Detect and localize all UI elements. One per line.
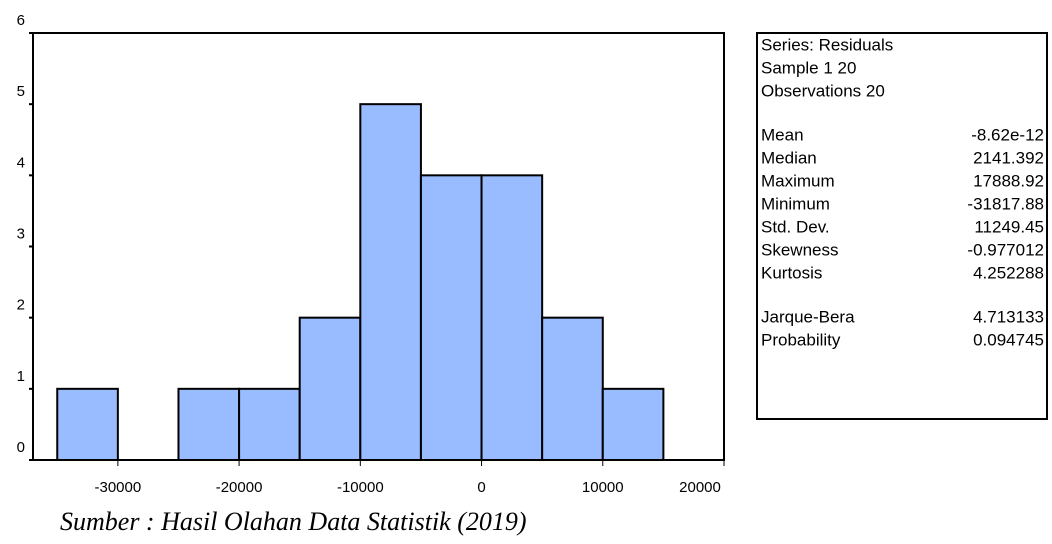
x-tick-label: -30000 bbox=[95, 479, 142, 496]
stat-label: Median bbox=[761, 148, 817, 167]
x-tick-label: -20000 bbox=[216, 479, 263, 496]
bar bbox=[359, 103, 422, 462]
caption: Sumber : Hasil Olahan Data Statistik (20… bbox=[60, 507, 527, 536]
y-tick-label: 0 bbox=[17, 439, 25, 456]
stats-header: Sample 1 20 bbox=[761, 58, 856, 77]
stat-value: -31817.88 bbox=[967, 194, 1044, 213]
stat-label: Jarque-Bera bbox=[761, 307, 855, 326]
y-tick-label: 2 bbox=[17, 297, 25, 314]
stat-value: -0.977012 bbox=[967, 240, 1044, 259]
y-tick-label: 5 bbox=[17, 83, 25, 100]
bar bbox=[298, 316, 362, 461]
stat-label: Std. Dev. bbox=[761, 217, 830, 236]
stat-label: Skewness bbox=[761, 240, 838, 259]
x-tick-label: -10000 bbox=[337, 479, 384, 496]
y-tick-label: 4 bbox=[17, 154, 25, 171]
stat-value: 17888.92 bbox=[973, 171, 1044, 190]
plot-frame bbox=[32, 32, 725, 461]
y-tick-label: 6 bbox=[17, 12, 25, 29]
x-tick-label: 0 bbox=[477, 479, 485, 496]
stat-label: Kurtosis bbox=[761, 263, 822, 282]
stat-label: Probability bbox=[761, 330, 841, 349]
bar bbox=[177, 387, 241, 462]
stat-label: Minimum bbox=[761, 194, 830, 213]
stat-value: 4.713133 bbox=[973, 307, 1044, 326]
bar bbox=[541, 316, 604, 461]
bar bbox=[419, 174, 483, 461]
stats-header: Series: Residuals bbox=[761, 35, 893, 54]
stat-label: Maximum bbox=[761, 171, 835, 190]
stat-value: 2141.392 bbox=[973, 148, 1044, 167]
x-tick-label: 20000 bbox=[679, 479, 721, 496]
bar bbox=[56, 387, 119, 462]
stat-value: -8.62e-12 bbox=[971, 125, 1044, 144]
x-tick-label: 10000 bbox=[582, 479, 624, 496]
stat-value: 4.252288 bbox=[973, 263, 1044, 282]
bar bbox=[601, 387, 665, 462]
bar bbox=[480, 174, 544, 461]
stats-header: Observations 20 bbox=[761, 81, 885, 100]
stat-value: 0.094745 bbox=[973, 330, 1044, 349]
y-tick-label: 1 bbox=[17, 368, 25, 385]
y-tick-label: 3 bbox=[17, 225, 25, 242]
stat-label: Mean bbox=[761, 125, 804, 144]
bar bbox=[238, 387, 301, 462]
stats-box bbox=[756, 32, 1048, 420]
stat-value: 11249.45 bbox=[974, 217, 1044, 236]
